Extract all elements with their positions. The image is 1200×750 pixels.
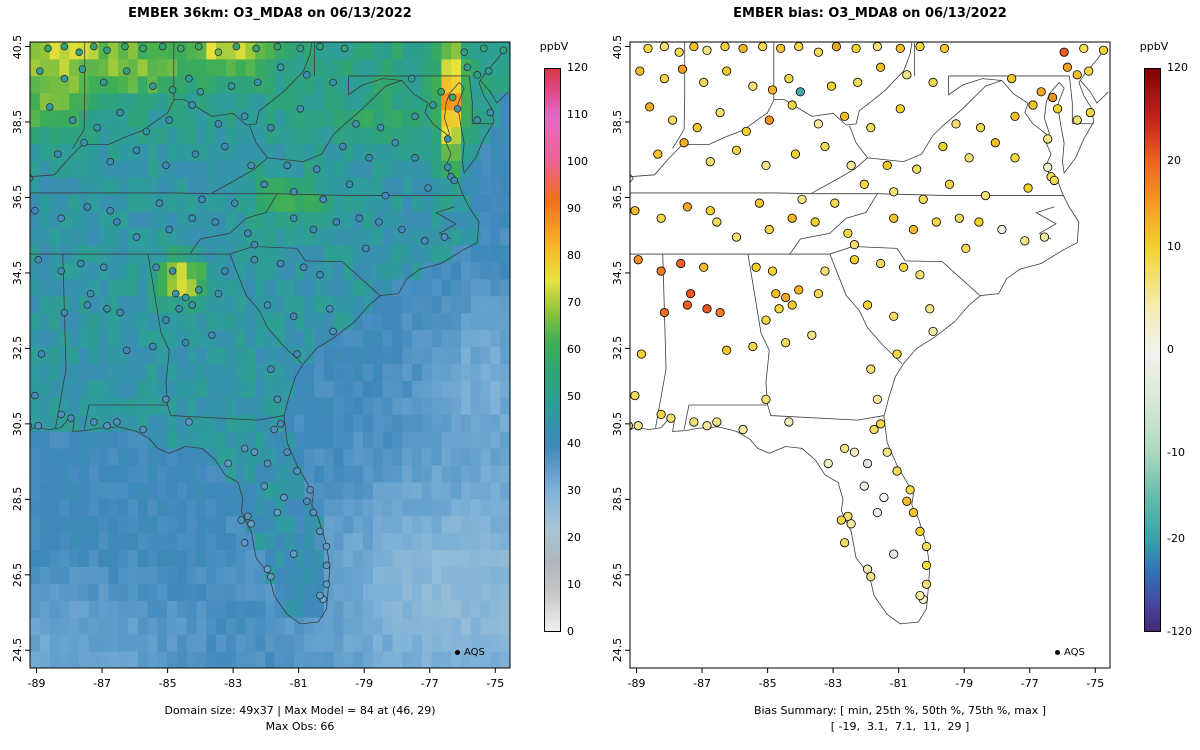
y-tick-label: 36.5 [611, 185, 624, 210]
colorbar-tick-label: 80 [567, 249, 581, 262]
bias-caption-summary-values: [ -19, 3.1, 7.1, 11, 29 ] [830, 720, 970, 733]
aqs-legend-label: AQS [464, 647, 485, 658]
model-panel: EMBER 36km: O3_MDA8 on 06/13/2022 ppbV A… [0, 0, 600, 750]
colorbar-tick-label: -10 [1167, 445, 1185, 459]
y-tick-label: 34.5 [611, 260, 624, 286]
x-tick-label: -87 [93, 677, 112, 690]
model-colorbar-unit-label: ppbV [539, 40, 569, 53]
bias-panel-title: EMBER bias: O3_MDA8 on 06/13/2022 [733, 6, 1007, 21]
bias-caption-summary-header: Bias Summary: [ min, 25th %, 50th %, 75t… [753, 704, 1047, 717]
y-tick-label: 38.5 [611, 109, 624, 135]
x-tick-label: -79 [955, 677, 974, 690]
colorbar-tick-label: -20 [1167, 531, 1185, 545]
model-aqs-legend: AQS [455, 647, 485, 658]
y-tick-label: 28.5 [611, 487, 624, 512]
x-tick-label: -83 [824, 677, 843, 690]
colorbar-tick-label: 60 [567, 343, 581, 356]
colorbar-tick-label: 10 [567, 578, 581, 591]
colorbar-tick-label: 20 [1167, 154, 1181, 168]
colorbar-tick-label: 40 [567, 437, 581, 450]
y-tick-label: 30.5 [11, 411, 24, 437]
y-tick-label: 26.5 [611, 562, 624, 588]
model-panel-title: EMBER 36km: O3_MDA8 on 06/13/2022 [128, 6, 412, 21]
x-tick-label: -77 [1020, 677, 1039, 690]
x-tick-label: -77 [420, 677, 439, 690]
x-tick-label: -85 [758, 677, 777, 690]
x-tick-label: -85 [158, 677, 177, 690]
bias-panel: EMBER bias: O3_MDA8 on 06/13/2022 ppbV A… [600, 0, 1200, 750]
colorbar-tick-label: 120 [567, 61, 588, 74]
bias-colorbar-unit-label: ppbV [1139, 40, 1169, 53]
y-tick-label: 36.5 [11, 185, 24, 210]
aqs-dot-icon [455, 650, 460, 655]
x-tick-label: -83 [224, 677, 243, 690]
y-tick-label: 40.5 [11, 34, 24, 59]
x-tick-label: -81 [889, 677, 908, 690]
colorbar-tick-label: 70 [567, 296, 581, 309]
colorbar-tick-label: 100 [567, 155, 588, 168]
x-tick-label: -75 [1086, 677, 1105, 690]
colorbar-tick-label: 0 [1167, 343, 1174, 356]
y-tick-label: 40.5 [611, 34, 624, 59]
model-caption-domain: Domain size: 49x37 | Max Model = 84 at (… [164, 704, 436, 717]
x-tick-label: -87 [693, 677, 712, 690]
colorbar-tick-label: 120 [1167, 61, 1188, 74]
model-colorbar [544, 68, 561, 632]
x-tick-label: -75 [486, 677, 505, 690]
model-map-canvas [0, 0, 600, 750]
colorbar-tick-label: 10 [1167, 240, 1181, 254]
x-tick-label: -79 [355, 677, 374, 690]
bias-aqs-legend: AQS [1055, 647, 1085, 658]
colorbar-tick-label: 20 [567, 531, 581, 544]
colorbar-tick-label: 50 [567, 390, 581, 403]
y-tick-label: 34.5 [11, 260, 24, 286]
x-tick-label: -89 [627, 677, 646, 690]
colorbar-tick-label: 0 [567, 625, 574, 638]
colorbar-tick-label: 30 [567, 484, 581, 497]
y-tick-label: 26.5 [11, 562, 24, 588]
colorbar-tick-label: 90 [567, 202, 581, 215]
x-tick-label: -89 [27, 677, 46, 690]
aqs-legend-label: AQS [1064, 647, 1085, 658]
colorbar-tick-label: 110 [567, 108, 588, 121]
aqs-dot-icon [1055, 650, 1060, 655]
bias-map-canvas [600, 0, 1200, 750]
y-tick-label: 24.5 [611, 638, 624, 663]
model-caption-maxobs: Max Obs: 66 [265, 720, 335, 733]
x-tick-label: -81 [289, 677, 308, 690]
y-tick-label: 24.5 [11, 638, 24, 663]
y-tick-label: 28.5 [11, 487, 24, 512]
y-tick-label: 30.5 [611, 411, 624, 437]
colorbar-tick-label: -120 [1167, 625, 1192, 638]
y-tick-label: 32.5 [11, 336, 24, 361]
bias-colorbar [1144, 68, 1161, 632]
y-tick-label: 32.5 [611, 336, 624, 361]
y-tick-label: 38.5 [11, 109, 24, 135]
